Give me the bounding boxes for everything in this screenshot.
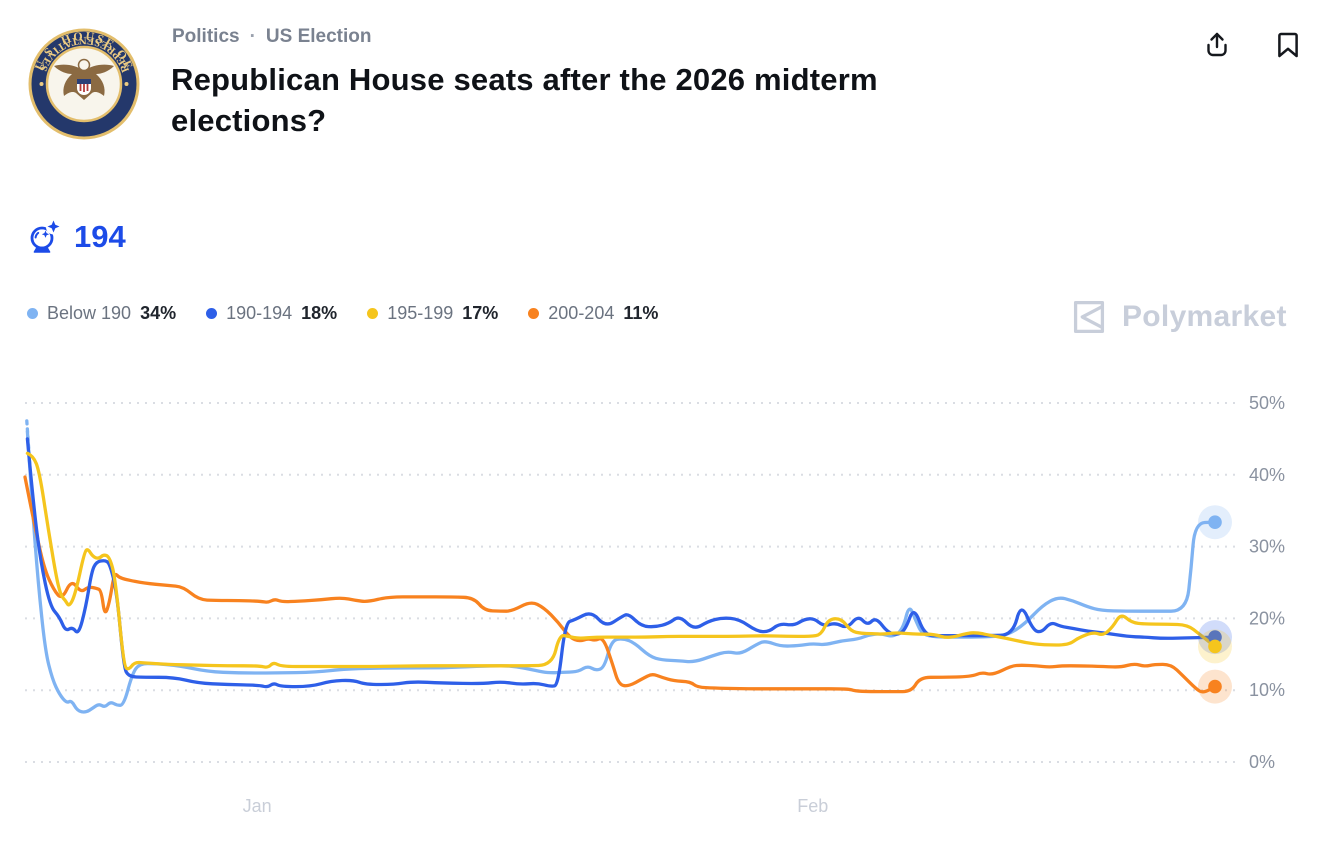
share-button[interactable] bbox=[1200, 28, 1234, 62]
outcome-legend: Below 190 34% 190-194 18% 195-199 17% 200-204 1… bbox=[27, 303, 658, 324]
legend-dot bbox=[367, 308, 379, 319]
market-avatar: U.S. HOUSE OF REPRESENTATIVES bbox=[27, 27, 141, 141]
crystal-ball-icon bbox=[30, 219, 61, 253]
x-axis-tick-label: Jan bbox=[243, 796, 272, 816]
series-line-190-194[interactable] bbox=[25, 437, 1217, 689]
breadcrumb-subcategory[interactable]: US Election bbox=[265, 26, 372, 47]
legend-value: 11% bbox=[623, 303, 659, 323]
share-icon bbox=[1207, 32, 1227, 57]
polymarket-logo-icon bbox=[1073, 300, 1105, 334]
legend-value: 34% bbox=[140, 303, 177, 323]
legend-item-190-194[interactable]: 190-194 18% bbox=[206, 303, 337, 324]
forecast-value: 194 bbox=[74, 219, 126, 254]
bookmark-icon bbox=[1278, 32, 1298, 58]
y-axis-tick-label: 20% bbox=[1249, 608, 1285, 628]
bookmark-button[interactable] bbox=[1272, 28, 1304, 62]
legend-label: 195-199 bbox=[387, 303, 454, 323]
legend-item-200-204[interactable]: 200-204 11% bbox=[528, 303, 658, 324]
legend-label: 190-194 bbox=[226, 303, 293, 323]
legend-item-195-199[interactable]: 195-199 17% bbox=[367, 303, 498, 324]
legend-item-below-190[interactable]: Below 190 34% bbox=[27, 303, 176, 324]
series-end-dot bbox=[1208, 679, 1222, 694]
y-axis-tick-label: 50% bbox=[1249, 393, 1285, 413]
polymarket-watermark[interactable]: Polymarket bbox=[1066, 294, 1287, 340]
y-axis-tick-label: 30% bbox=[1249, 537, 1285, 557]
legend-value: 18% bbox=[301, 303, 338, 323]
series-line-200-204[interactable] bbox=[23, 475, 1217, 694]
legend-label: Below 190 bbox=[47, 303, 132, 323]
breadcrumb-category[interactable]: Politics bbox=[172, 26, 240, 47]
forecast-row: 194 bbox=[27, 218, 126, 256]
breadcrumb-separator: · bbox=[249, 26, 256, 47]
y-axis-tick-label: 10% bbox=[1249, 680, 1285, 700]
series-line-below-190[interactable] bbox=[25, 430, 1217, 714]
header-actions bbox=[1200, 28, 1304, 62]
series-line-195-199[interactable] bbox=[25, 451, 1217, 671]
series-end-dot bbox=[1208, 515, 1222, 529]
legend-dot bbox=[27, 308, 38, 319]
legend-label: 200-204 bbox=[548, 303, 615, 323]
y-axis-tick-label: 0% bbox=[1249, 752, 1275, 772]
house-of-representatives-seal-icon: U.S. HOUSE OF REPRESENTATIVES bbox=[28, 28, 140, 140]
legend-dot bbox=[528, 308, 540, 319]
legend-value: 17% bbox=[462, 303, 499, 323]
page-title: Republican House seats after the 2026 mi… bbox=[171, 62, 878, 138]
breadcrumb: Politics · US Election bbox=[172, 26, 371, 48]
legend-dot bbox=[206, 308, 218, 319]
y-axis-tick-label: 40% bbox=[1249, 465, 1285, 485]
series-end-dot bbox=[1208, 639, 1222, 654]
x-axis-tick-label: Feb bbox=[797, 796, 828, 816]
polymarket-watermark-text: Polymarket bbox=[1122, 300, 1287, 333]
series-end-dot bbox=[1208, 630, 1222, 644]
gridlines: 0% 10% 20% 30% 40% 50% bbox=[25, 393, 1285, 772]
